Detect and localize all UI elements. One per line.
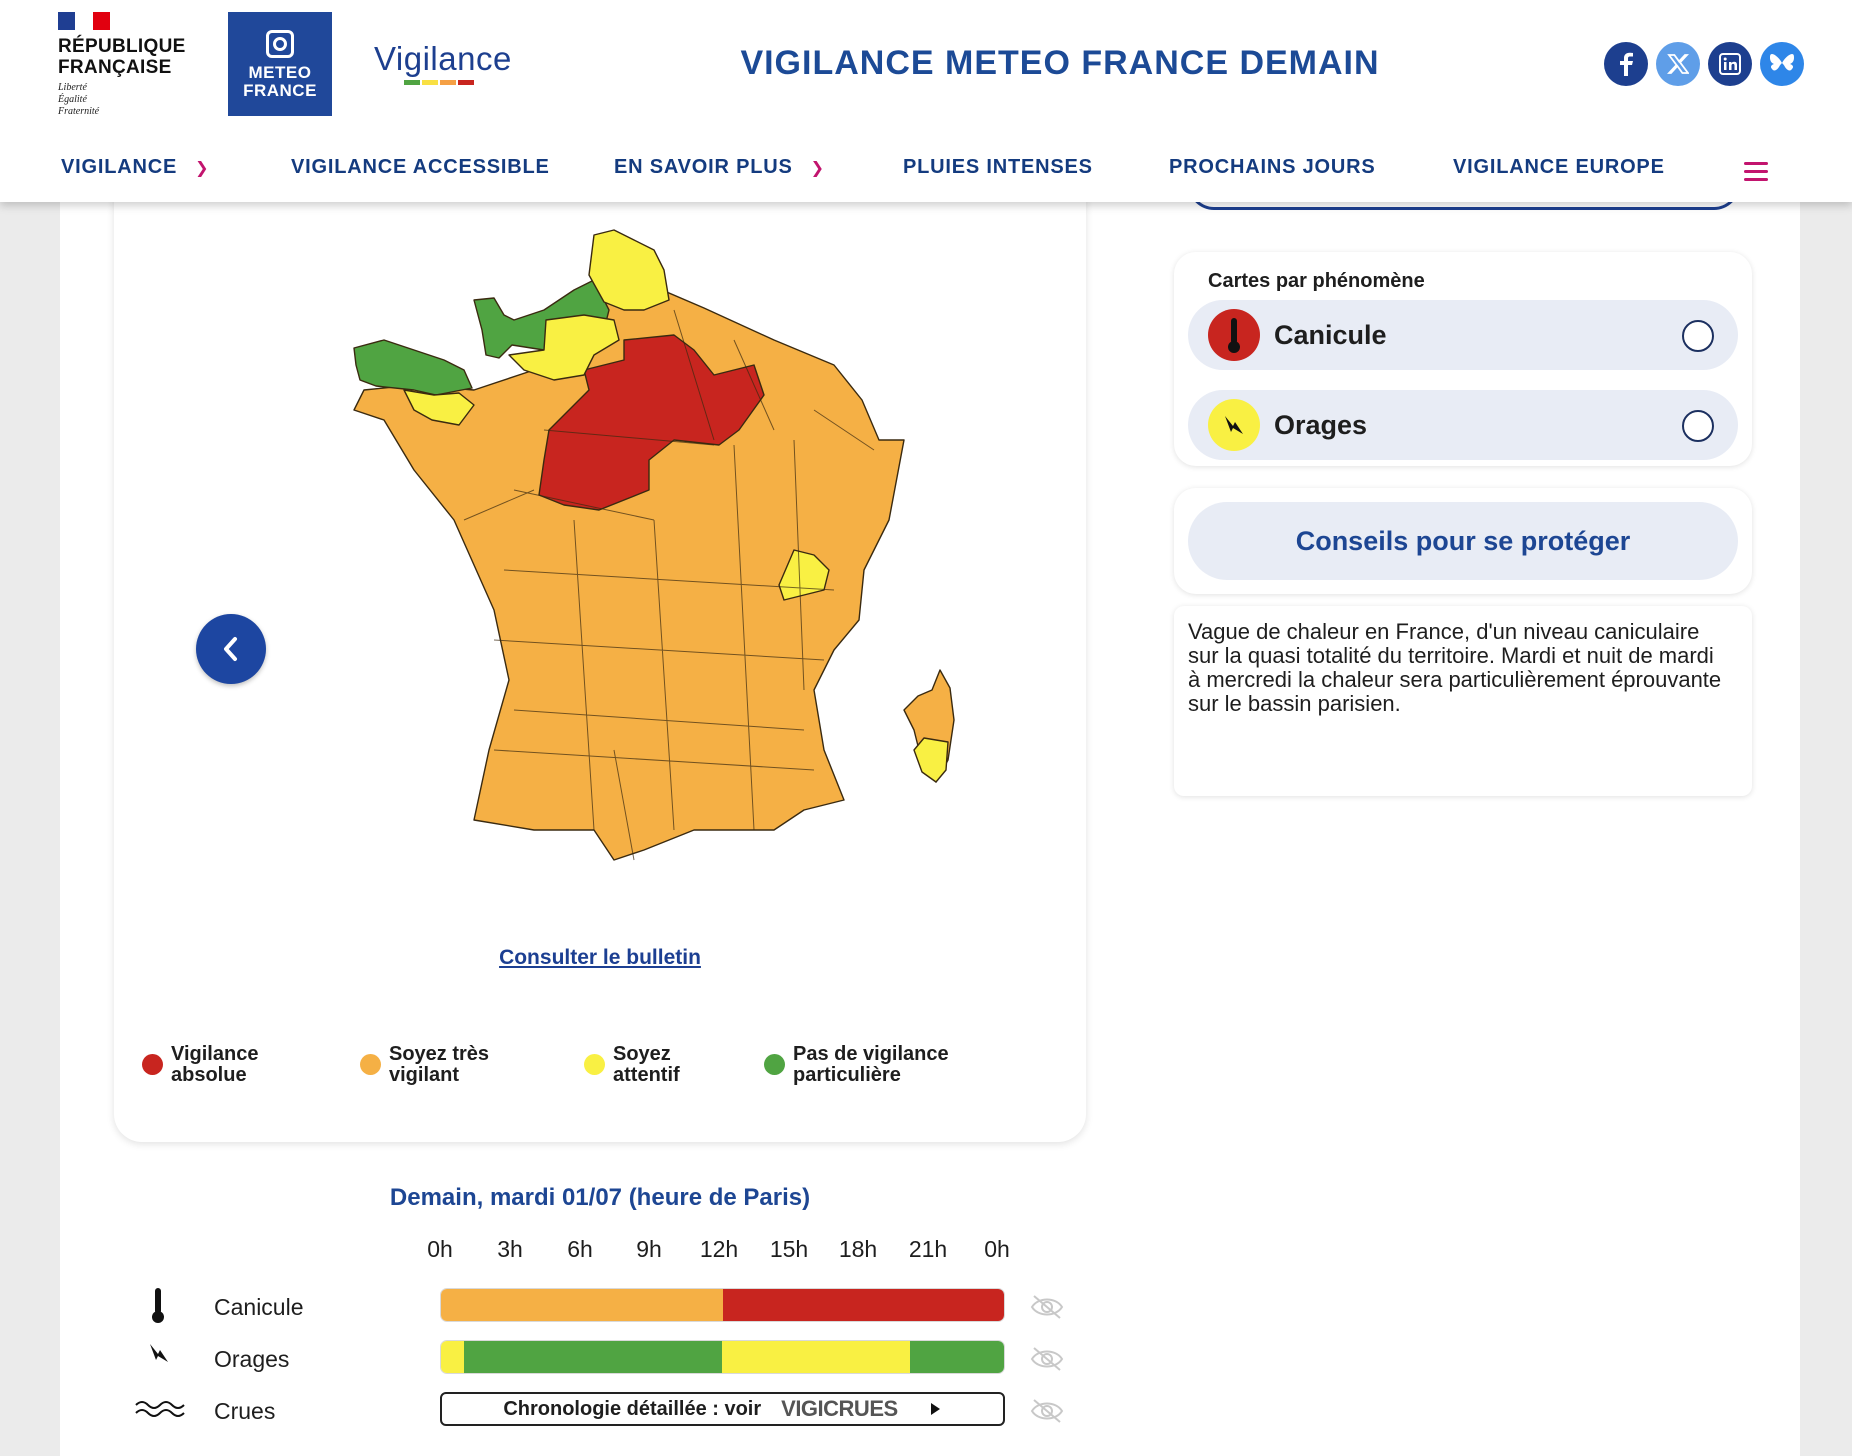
map-legend: Vigilance absolue Soyez très vigilant So… xyxy=(142,1044,1062,1094)
republique-francaise-logo[interactable]: RÉPUBLIQUE FRANÇAISE Liberté Égalité Fra… xyxy=(58,12,188,118)
legend-green-dot xyxy=(764,1054,785,1075)
conseils-pour-se-proteger-button[interactable]: Conseils pour se protéger xyxy=(1188,502,1738,580)
timeline-label-crues: Crues xyxy=(214,1398,276,1424)
hour-tick: 12h xyxy=(699,1236,739,1262)
republique-motto: Liberté Égalité Fraternité xyxy=(58,82,100,117)
region-corsica-south xyxy=(913,737,949,783)
cartes-par-phenomene-card: Cartes par phénomène Canicule Orages xyxy=(1174,252,1752,466)
canicule-radio[interactable] xyxy=(1682,320,1714,352)
phenomene-orages[interactable]: Orages xyxy=(1188,390,1738,460)
nav-prochains-jours[interactable]: PROCHAINS JOURS xyxy=(1169,156,1376,178)
timeline-label-canicule: Canicule xyxy=(214,1294,304,1320)
eye-off-icon[interactable] xyxy=(1030,1294,1064,1320)
vigilance-color-bar xyxy=(404,80,512,85)
nav-vigilance[interactable]: VIGILANCE ❯ xyxy=(61,156,210,178)
x-twitter-icon[interactable] xyxy=(1656,42,1700,86)
chevron-down-icon: ❯ xyxy=(195,159,210,177)
timeline-title: Demain, mardi 01/07 (heure de Paris) xyxy=(389,1184,811,1211)
previous-map-button[interactable] xyxy=(196,614,266,684)
consulter-bulletin-link[interactable]: Consulter le bulletin xyxy=(499,946,701,969)
conseils-card: Conseils pour se protéger xyxy=(1174,488,1752,594)
timeline-segment xyxy=(464,1341,723,1373)
legend-orange-dot xyxy=(360,1054,381,1075)
waves-icon xyxy=(135,1401,185,1417)
thermometer-icon xyxy=(152,1288,164,1323)
timeline-label-orages: Orages xyxy=(214,1346,290,1372)
vigilance-description: Vague de chaleur en France, d'un niveau … xyxy=(1188,619,1722,716)
timeline-hours: 0h 3h 6h 9h 12h 15h 18h 21h 0h xyxy=(60,1236,1060,1266)
legend-item: Vigilance absolue xyxy=(142,1044,291,1086)
region-yellow-center-west xyxy=(508,314,620,381)
phenomene-canicule[interactable]: Canicule xyxy=(1188,300,1738,370)
region-green-brittany xyxy=(353,339,473,396)
nav-en-savoir-plus[interactable]: EN SAVOIR PLUS ❯ xyxy=(614,156,825,178)
bluesky-icon[interactable] xyxy=(1760,42,1804,86)
hour-tick: 21h xyxy=(908,1236,948,1262)
region-red xyxy=(538,334,765,511)
timeline-bar-canicule xyxy=(440,1288,1005,1322)
region-yellow-west xyxy=(403,389,475,426)
legend-item: Soyez très vigilant xyxy=(360,1044,509,1086)
description-card: Vague de chaleur en France, d'un niveau … xyxy=(1174,606,1752,796)
nav-vigilance-accessible[interactable]: VIGILANCE ACCESSIBLE xyxy=(291,156,550,178)
legend-item: Pas de vigilance particulière xyxy=(764,1044,973,1086)
timeline-segment xyxy=(722,1341,911,1373)
timeline-segment xyxy=(441,1289,723,1321)
site-header: RÉPUBLIQUE FRANÇAISE Liberté Égalité Fra… xyxy=(0,0,1852,202)
vigilance-map-card: Consulter le bulletin Vigilance absolue … xyxy=(114,190,1086,1142)
hour-tick: 15h xyxy=(769,1236,809,1262)
hour-tick: 0h xyxy=(984,1236,1010,1262)
region-yellow-north xyxy=(588,229,670,311)
page-title: VIGILANCE METEO FRANCE DEMAIN xyxy=(740,44,1380,82)
legend-yellow-dot xyxy=(584,1054,605,1075)
timeline-segment xyxy=(910,1341,1004,1373)
chronologie-vigicrues-button[interactable]: Chronologie détaillée : voir VIGICRUES xyxy=(440,1392,1005,1426)
social-links xyxy=(1596,42,1804,86)
republique-name: RÉPUBLIQUE FRANÇAISE xyxy=(58,36,186,78)
nav-pluies-intenses[interactable]: PLUIES INTENSES xyxy=(903,156,1093,178)
thermometer-icon xyxy=(1208,309,1260,361)
legend-item: Soyez attentif xyxy=(584,1044,703,1086)
facebook-icon[interactable] xyxy=(1604,42,1648,86)
meteo-france-icon xyxy=(266,30,294,58)
cartes-title: Cartes par phénomène xyxy=(1208,270,1425,292)
france-vigilance-map[interactable] xyxy=(114,190,1086,930)
hour-tick: 6h xyxy=(567,1236,593,1262)
main-content: Consulter le bulletin Vigilance absolue … xyxy=(60,160,1800,1456)
hour-tick: 0h xyxy=(427,1236,453,1262)
menu-hamburger-icon[interactable] xyxy=(1744,162,1768,182)
lightning-icon xyxy=(150,1344,168,1362)
main-nav: VIGILANCE ❯ VIGILANCE ACCESSIBLE EN SAVOI… xyxy=(0,150,1852,190)
nav-vigilance-europe[interactable]: VIGILANCE EUROPE xyxy=(1453,156,1665,178)
eye-off-icon[interactable] xyxy=(1030,1346,1064,1372)
play-arrow-icon xyxy=(930,1403,940,1415)
timeline-segment xyxy=(441,1341,465,1373)
vigilance-logo[interactable]: Vigilance xyxy=(374,40,512,85)
lightning-icon xyxy=(1208,399,1260,451)
linkedin-icon[interactable] xyxy=(1708,42,1752,86)
hour-tick: 9h xyxy=(636,1236,662,1262)
french-flag-icon xyxy=(58,12,110,30)
timeline-segment xyxy=(722,1289,1004,1321)
hour-tick: 3h xyxy=(497,1236,523,1262)
region-orange xyxy=(353,277,905,861)
hour-tick: 18h xyxy=(838,1236,878,1262)
timeline-bar-orages xyxy=(440,1340,1005,1374)
meteo-france-logo[interactable]: METEO FRANCE xyxy=(228,12,332,116)
chevron-down-icon: ❯ xyxy=(810,159,825,177)
eye-off-icon[interactable] xyxy=(1030,1398,1064,1424)
vigicrues-logo: VIGICRUES xyxy=(781,1396,898,1421)
chevron-left-icon xyxy=(224,637,237,661)
orages-radio[interactable] xyxy=(1682,410,1714,442)
legend-red-dot xyxy=(142,1054,163,1075)
